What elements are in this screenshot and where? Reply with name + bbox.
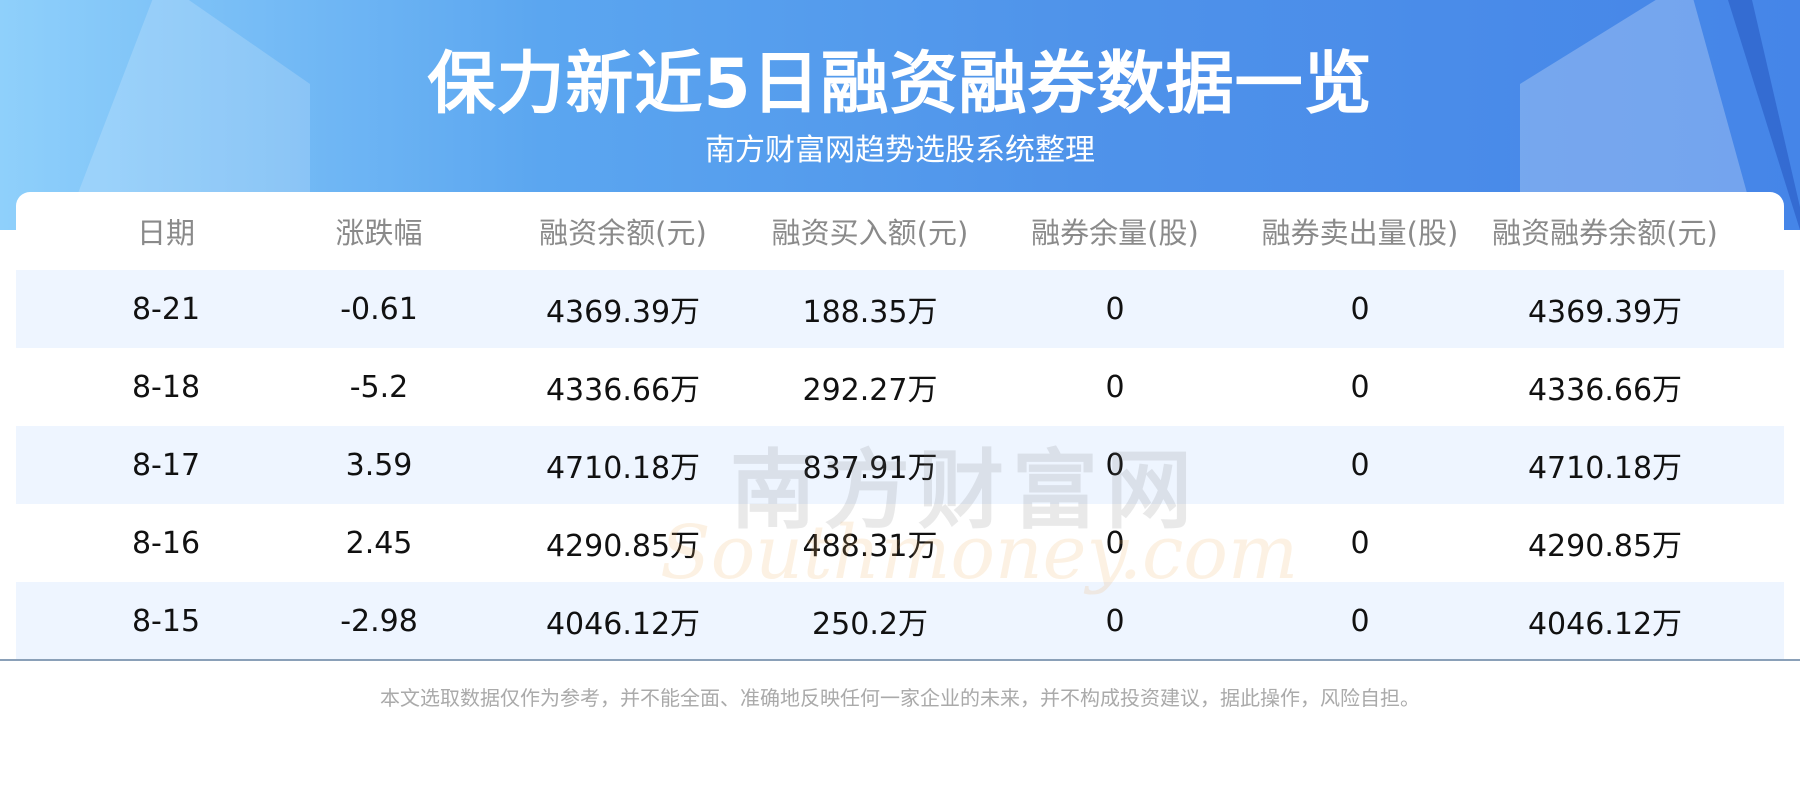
table-cell: 4710.18万 <box>1527 451 1683 486</box>
page-title: 保力新近5日融资融券数据一览 <box>427 45 1373 124</box>
table-row: 8-16 2.45 4290.85万 488.31万 0 0 4290.85万 <box>16 504 1784 582</box>
table-cell: 4336.66万 <box>545 373 701 408</box>
table-cell: 0 <box>1105 447 1125 483</box>
table-cell: 4369.39万 <box>545 295 701 330</box>
table-cell: 0 <box>1105 603 1125 639</box>
table-cell: 488.31万 <box>802 529 938 564</box>
table-cell: 8-17 <box>131 447 201 483</box>
table-cell: 250.2万 <box>812 607 928 642</box>
table-cell: 837.91万 <box>802 451 938 486</box>
table-cell: 4290.85万 <box>1527 529 1683 564</box>
column-header: 融资余额(元) <box>539 216 707 250</box>
table-cell: 0 <box>1350 525 1370 561</box>
table-cell: 0 <box>1105 525 1125 561</box>
table-cell: 0 <box>1105 291 1125 327</box>
table-cell: 4369.39万 <box>1527 295 1683 330</box>
table-cell: 292.27万 <box>802 373 938 408</box>
divider <box>0 659 1800 661</box>
table-cell: 4046.12万 <box>1527 607 1683 642</box>
table-header: 日期 涨跌幅 融资余额(元) 融资买入额(元) 融券余量(股) 融券卖出量(股) 融资融券余… <box>16 192 1784 270</box>
table-cell: -0.61 <box>340 291 418 327</box>
table-cell: -5.2 <box>349 369 409 405</box>
table-cell: 0 <box>1350 369 1370 405</box>
column-header: 融资融券余额(元) <box>1492 216 1718 250</box>
column-header: 融券卖出量(股) <box>1261 216 1459 250</box>
table-cell: 4046.12万 <box>545 607 701 642</box>
table-cell: 0 <box>1350 447 1370 483</box>
table-cell: 3.59 <box>345 447 413 483</box>
table-cell: 8-16 <box>131 525 201 561</box>
table-row: 8-15 -2.98 4046.12万 250.2万 0 0 4046.12万 <box>16 582 1784 660</box>
table-cell: 0 <box>1350 291 1370 327</box>
table-cell: 4710.18万 <box>545 451 701 486</box>
table-row: 8-21 -0.61 4369.39万 188.35万 0 0 4369.39万 <box>16 270 1784 348</box>
table-cell: 4336.66万 <box>1527 373 1683 408</box>
column-header: 融券余量(股) <box>1031 216 1199 250</box>
table-row: 8-17 3.59 4710.18万 837.91万 0 0 4710.18万 <box>16 426 1784 504</box>
table-row: 8-18 -5.2 4336.66万 292.27万 0 0 4336.66万 <box>16 348 1784 426</box>
column-header: 涨跌幅 <box>335 216 423 250</box>
table-cell: 8-21 <box>131 291 201 327</box>
table-cell: 8-15 <box>131 603 201 639</box>
table-cell: -2.98 <box>340 603 418 639</box>
column-header: 日期 <box>136 216 196 250</box>
table-cell: 4290.85万 <box>545 529 701 564</box>
table-cell: 2.45 <box>345 525 413 561</box>
column-header: 融资买入额(元) <box>771 216 969 250</box>
disclaimer: 本文选取数据仅作为参考，并不能全面、准确地反映任何一家企业的未来，并不构成投资建… <box>380 686 1420 710</box>
table-cell: 188.35万 <box>802 295 938 330</box>
table-cell: 8-18 <box>131 369 201 405</box>
table-cell: 0 <box>1105 369 1125 405</box>
page-subtitle: 南方财富网趋势选股系统整理 <box>705 133 1095 168</box>
header-banner: 保力新近5日融资融券数据一览 南方财富网趋势选股系统整理 <box>0 0 1800 230</box>
table-cell: 0 <box>1350 603 1370 639</box>
